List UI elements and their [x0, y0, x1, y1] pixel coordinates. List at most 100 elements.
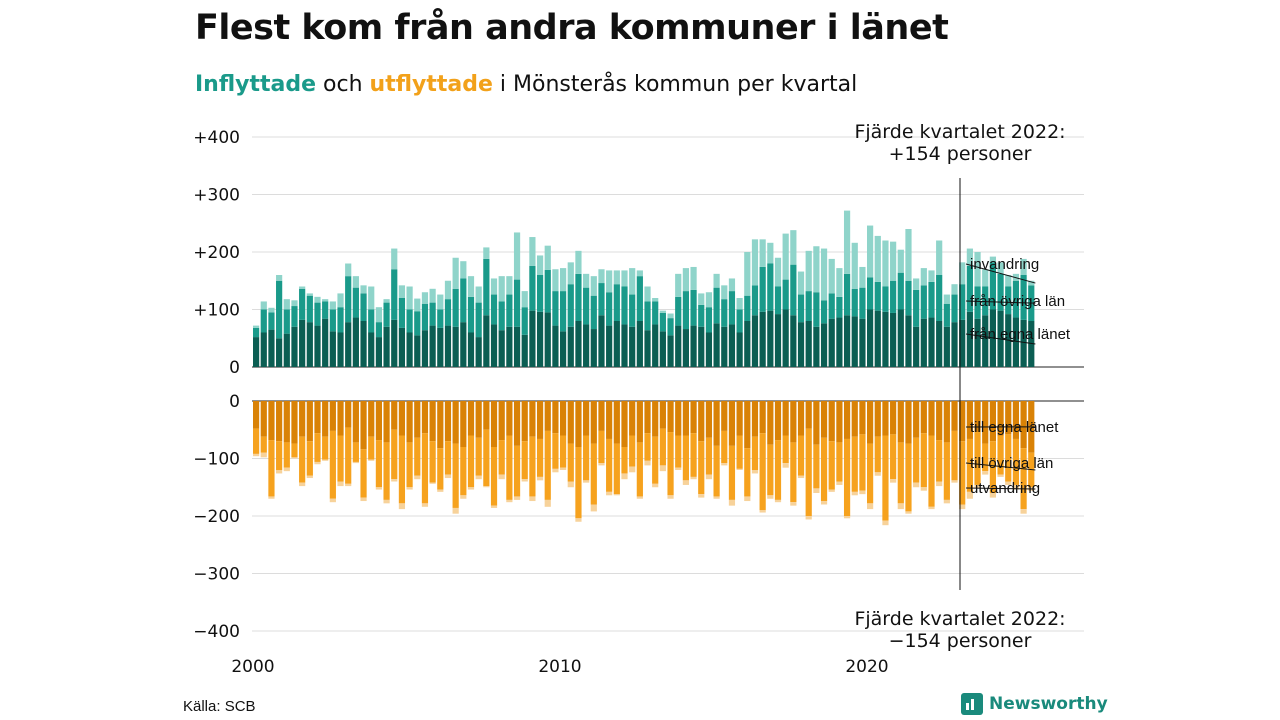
inflow-bar-segment — [744, 252, 751, 296]
outflow-bar-segment — [744, 496, 751, 502]
inflow-bar-segment — [560, 268, 567, 292]
outflow-bar-segment — [797, 435, 805, 476]
outflow-bar-segment — [621, 447, 628, 474]
outflow-bar-segment — [444, 401, 452, 442]
inflow-bar-segment — [882, 240, 889, 287]
outflow-bar-segment — [867, 401, 874, 444]
bottom-annotation-line1: Fjärde kvartalet 2022: — [854, 608, 1065, 630]
inflow-bar-segment — [851, 316, 858, 367]
inflow-bar-segment — [452, 288, 459, 327]
outflow-bar-segment — [375, 440, 382, 488]
inflow-bar-segment — [460, 278, 467, 323]
inflow-bar-segment — [751, 315, 759, 367]
inflow-bar-segment — [621, 286, 628, 325]
inflow-bar-segment — [621, 270, 628, 287]
outflow-bar-segment — [828, 489, 835, 492]
inflow-bar-segment — [644, 301, 651, 331]
inflow-bar-segment — [490, 324, 498, 367]
inflow-bar-segment — [936, 321, 943, 367]
outflow-bar-segment — [590, 443, 597, 505]
outflow-bar-segment — [498, 474, 505, 480]
inflow-bar-segment — [774, 286, 782, 315]
outflow-bar-segment — [329, 498, 336, 503]
inflow-bar-segment — [391, 248, 398, 270]
outflow-bar-segment — [329, 430, 336, 499]
inflow-bar-segment — [974, 318, 981, 367]
inflow-bar-segment — [437, 294, 444, 310]
inflow-bar-segment — [490, 294, 498, 325]
outflow-bar-segment — [713, 445, 720, 497]
inflow-bar-segment — [843, 210, 851, 274]
outflow-bar-segment — [521, 479, 528, 482]
outflow-bar-segment — [360, 449, 367, 498]
outflow-bar-segment — [314, 433, 321, 462]
inflow-bar-segment — [598, 269, 605, 284]
outflow-bar-segment — [759, 510, 766, 513]
inflow-bar-segment — [820, 300, 828, 324]
outflow-bar-segment — [713, 496, 720, 499]
outflow-bar-segment — [575, 447, 582, 519]
outflow-bar-segment — [936, 440, 943, 482]
inflow-bar-segment — [552, 269, 559, 292]
outflow-bar-segment — [644, 401, 651, 434]
inflow-bar-segment — [797, 322, 805, 367]
inflow-bar-segment — [421, 292, 429, 304]
inflow-bar-segment — [583, 287, 590, 325]
inflow-bar-segment — [414, 335, 421, 367]
inflow-bar-segment — [859, 266, 866, 288]
inflow-bar-segment — [828, 293, 835, 319]
inflow-bar-segment — [506, 294, 513, 327]
outflow-bar-segment — [905, 511, 912, 514]
outflow-bar-segment — [698, 401, 705, 442]
outflow-bar-segment — [859, 434, 866, 491]
inflow-bar-segment — [828, 258, 835, 294]
inflow-bar-segment — [291, 306, 298, 327]
inflow-bar-segment — [659, 310, 666, 313]
inflow-bar-segment — [529, 265, 536, 311]
outflow-bar-segment — [966, 401, 973, 439]
outflow-bar-segment — [959, 441, 966, 505]
outflow-bar-segment — [590, 504, 597, 512]
outflow-bar-segment — [421, 503, 429, 507]
inflow-bar-segment — [337, 332, 344, 367]
inflow-bar-segment — [1012, 317, 1020, 367]
inflow-bar-segment — [797, 294, 805, 323]
outflow-bar-segment — [391, 401, 398, 430]
top-annotation-line1: Fjärde kvartalet 2022: — [854, 121, 1065, 143]
inflow-bar-segment — [913, 278, 920, 290]
inflow-bar-segment — [306, 293, 313, 296]
inflow-bar-segment — [314, 325, 321, 367]
outflow-bar-segment — [805, 401, 812, 429]
inflow-bar-segment — [421, 330, 429, 367]
inflow-bar-segment — [383, 299, 390, 303]
inflow-bar-segment — [521, 307, 528, 335]
inflow-bar-segment — [483, 258, 490, 316]
inflow-bar-segment — [667, 318, 674, 336]
inflow-bar-segment — [851, 242, 858, 289]
inflow-bar-segment — [659, 331, 666, 367]
outflow-bar-segment — [467, 401, 475, 436]
outflow-bar-segment — [751, 401, 759, 437]
outflow-bar-segment — [790, 442, 797, 503]
outflow-bar-segment — [406, 401, 413, 443]
outflow-bar-segment — [613, 494, 620, 496]
outflow-bar-segment — [774, 440, 782, 500]
outflow-bar-segment — [590, 401, 597, 444]
inflow-bar-segment — [529, 310, 536, 367]
outflow-bar-segment — [629, 466, 636, 473]
inflow-bar-segment — [843, 273, 851, 316]
inflow-bar-segment — [590, 329, 597, 367]
inflow-bar-segment — [790, 264, 797, 316]
inflow-bar-segment — [629, 268, 636, 295]
inflow-bar-segment — [460, 261, 467, 279]
segment-leader-line — [965, 462, 1036, 471]
inflow-bar-segment — [636, 321, 643, 367]
inflow-bar-segment — [291, 326, 298, 367]
outflow-bar-segment — [943, 499, 950, 504]
inflow-bar-segment — [636, 270, 643, 277]
outflow-bar-segment — [460, 495, 467, 499]
subtitle-outflow-word: utflyttade — [369, 72, 493, 97]
outflow-bar-segment — [452, 401, 459, 444]
outflow-bar-segment — [299, 482, 306, 487]
inflow-bar-segment — [506, 326, 513, 367]
